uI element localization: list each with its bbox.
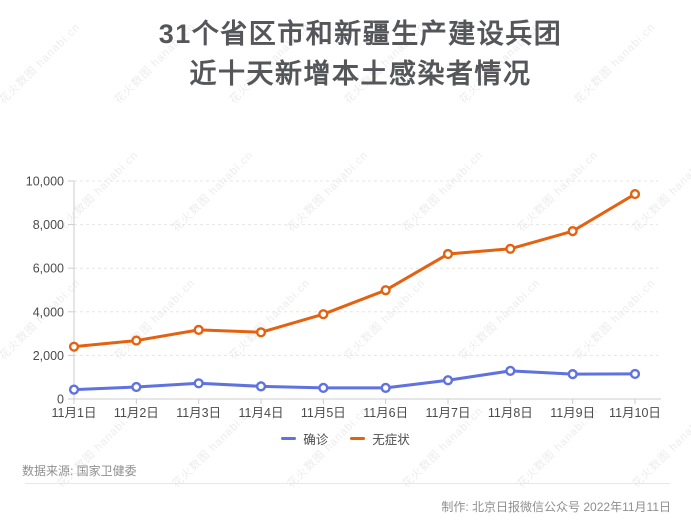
data-point-confirmed xyxy=(505,365,516,376)
series-line-confirmed xyxy=(72,369,637,392)
data-point-asymptomatic xyxy=(442,248,454,260)
y-axis-label: 0 xyxy=(57,393,64,407)
data-point-asymptomatic xyxy=(255,327,267,338)
x-axis-label: 11月6日 xyxy=(363,406,408,420)
x-axis-label: 11月8日 xyxy=(488,406,533,420)
data-point-asymptomatic xyxy=(131,335,142,346)
chart-title-line2: 近十天新增本土感染者情况 xyxy=(189,59,532,89)
chart-title: 31个省区市和新疆生产建设兵团 近十天新增本土感染者情况 xyxy=(40,14,681,94)
data-point-asymptomatic xyxy=(318,309,329,320)
y-axis-label: 2,000 xyxy=(33,349,64,363)
x-axis-label: 11月1日 xyxy=(52,406,97,420)
legend-label-confirmed: 确诊 xyxy=(303,433,329,447)
x-axis-label: 11月7日 xyxy=(426,406,471,420)
series-line-asymptomatic xyxy=(72,192,637,349)
data-point-confirmed xyxy=(442,375,454,386)
legend-label-asymptomatic: 无症状 xyxy=(372,433,410,447)
data-point-confirmed xyxy=(380,382,391,393)
y-axis-label: 6,000 xyxy=(33,262,64,276)
footer-divider xyxy=(25,483,670,484)
data-point-asymptomatic xyxy=(629,188,641,200)
chart-title-line1: 31个省区市和新疆生产建设兵团 xyxy=(158,19,563,49)
x-axis-label: 11月4日 xyxy=(239,406,284,420)
data-point-confirmed xyxy=(567,369,578,380)
data-point-confirmed xyxy=(255,381,267,392)
legend-dash-confirmed xyxy=(281,437,297,440)
data-point-asymptomatic xyxy=(68,341,80,352)
legend-item-confirmed[interactable]: 确诊 xyxy=(281,429,328,448)
data-point-asymptomatic xyxy=(505,243,516,254)
data-point-asymptomatic xyxy=(193,324,204,335)
data-point-confirmed xyxy=(131,381,142,393)
data-point-asymptomatic xyxy=(567,226,578,237)
data-point-confirmed xyxy=(318,382,329,393)
y-axis-label: 4,000 xyxy=(33,305,64,319)
y-axis-label: 10,000 xyxy=(26,175,64,189)
data-point-confirmed xyxy=(68,384,80,395)
x-axis-label: 11月3日 xyxy=(176,406,221,420)
x-axis-label: 11月2日 xyxy=(114,406,159,420)
data-point-confirmed xyxy=(193,378,204,389)
credit-note: 制作: 北京日报微信公众号 2022年11月11日 xyxy=(441,500,671,514)
data-point-confirmed xyxy=(629,368,641,380)
x-axis-label: 11月5日 xyxy=(301,406,346,420)
data-point-asymptomatic xyxy=(380,285,391,296)
x-axis-label: 11月10日 xyxy=(609,406,661,420)
x-axis-label: 11月9日 xyxy=(550,406,595,420)
legend-item-asymptomatic[interactable]: 无症状 xyxy=(350,429,410,448)
chart-legend: 确诊 无症状 xyxy=(0,429,691,448)
data-source-note: 数据来源: 国家卫健委 xyxy=(22,464,137,478)
y-axis-label: 8,000 xyxy=(33,218,64,232)
legend-dash-asymptomatic xyxy=(350,437,366,440)
